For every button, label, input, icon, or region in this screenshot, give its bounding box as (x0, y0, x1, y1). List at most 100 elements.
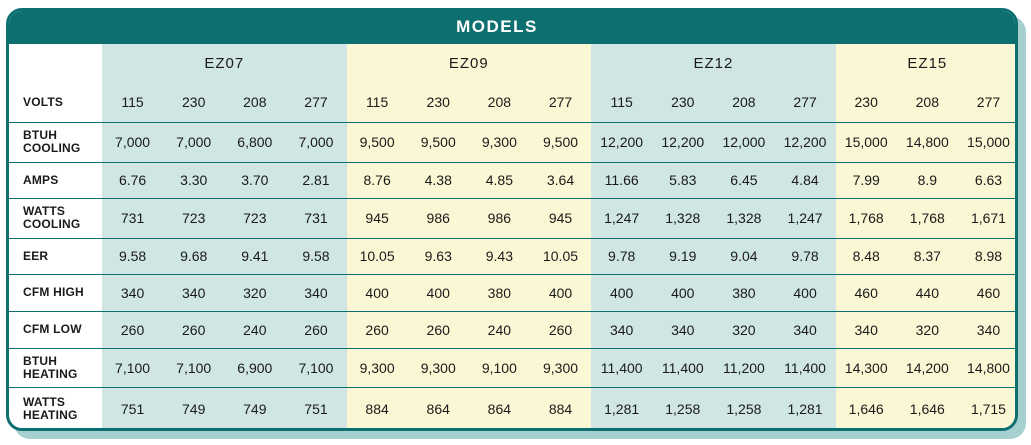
value-cell: 1,247 (591, 198, 653, 239)
volts-cell: 230 (652, 83, 714, 123)
value-cell: 1,281 (591, 387, 653, 428)
value-cell: 11,400 (652, 348, 714, 388)
value-cell: 340 (591, 311, 653, 349)
value-cell: 9.58 (285, 238, 347, 275)
value-cell: 8.37 (896, 238, 958, 275)
value-cell: 4.85 (468, 162, 530, 199)
value-cell: 340 (163, 274, 225, 312)
value-cell: 884 (346, 387, 408, 428)
value-cell: 749 (224, 387, 286, 428)
value-cell: 6,900 (224, 348, 286, 388)
specs-table: EZ07 EZ09 EZ12 EZ15 VOLTS 115 230 208 277 115 230 2… (9, 44, 1015, 431)
value-cell: 751 (102, 387, 164, 428)
value-cell: 9,500 (529, 122, 592, 163)
value-cell: 8.9 (896, 162, 958, 199)
table-row: EER 9.58 9.68 9.41 9.58 10.05 9.63 9.43 10.05 9.7… (9, 238, 1015, 275)
model-header-ez15: EZ15 (907, 55, 948, 72)
value-cell: 986 (407, 198, 469, 239)
value-cell: 945 (346, 198, 408, 239)
value-cell: 4.38 (407, 162, 469, 199)
models-table-card: MODELS EZ07 EZ09 EZ12 EZ15 VOLTS 115 230 208 277… (6, 8, 1018, 431)
value-cell: 7,000 (102, 122, 164, 163)
value-cell: 3.16 (408, 430, 469, 431)
value-cell: 3.70 (224, 162, 286, 199)
model-header-ez07: EZ07 (204, 55, 245, 72)
value-cell: 9.04 (713, 238, 775, 275)
value-cell: 400 (652, 274, 714, 312)
value-cell: 2.61 (591, 430, 652, 431)
value-cell: 12,200 (652, 122, 714, 163)
value-cell: 1,328 (652, 198, 714, 239)
value-cell: 2.77 (285, 430, 346, 431)
value-cell: 11,200 (713, 348, 775, 388)
value-cell: 5.83 (652, 162, 714, 199)
table-row: BTUH HEATING 7,100 7,100 6,900 7,100 9,300 9,30… (9, 348, 1015, 388)
value-cell: 340 (774, 311, 836, 349)
table-row: AMPS 6.76 3.30 3.70 2.81 8.76 4.38 4.85 3.64 11.6… (9, 162, 1015, 199)
table-row: WATTS COOLING 731 723 723 731 945 986 986 945 1,24… (9, 198, 1015, 239)
value-cell: 9.58 (102, 238, 164, 275)
value-cell: 986 (468, 198, 530, 239)
models-banner: MODELS (9, 11, 1015, 44)
row-label: BTUH COOLING (9, 122, 102, 163)
value-cell: 380 (713, 274, 775, 312)
value-cell: 400 (774, 274, 836, 312)
volts-cell: 208 (468, 83, 530, 123)
value-cell: 320 (896, 311, 958, 349)
value-cell: 400 (529, 274, 592, 312)
value-cell: 340 (285, 274, 347, 312)
value-cell: 2.81 (285, 162, 347, 199)
value-cell: 731 (285, 198, 347, 239)
row-label-text: BTUH (23, 353, 58, 368)
row-label-text: CFM HIGH (23, 285, 84, 299)
value-cell: 2.66 (652, 430, 713, 431)
volts-cell: 208 (224, 83, 286, 123)
value-cell: 3.30 (163, 162, 225, 199)
value-cell: 260 (285, 311, 347, 349)
value-cell: 10.05 (529, 238, 592, 275)
row-label-text: AMPS (23, 172, 59, 187)
value-cell: 9,500 (407, 122, 469, 163)
value-cell: 9,500 (346, 122, 408, 163)
value-cell: 9.41 (224, 238, 286, 275)
value-cell: 3.09 (530, 430, 591, 431)
value-cell: 1,646 (896, 387, 958, 428)
value-cell: 9.19 (652, 238, 714, 275)
value-cell: 6.63 (957, 162, 1015, 199)
value-cell: 8.98 (957, 238, 1015, 275)
value-cell: 9.78 (774, 238, 836, 275)
row-label-text: EER (23, 248, 49, 263)
row-label: BTUH HEATING (9, 348, 102, 388)
row-label: CFM LOW (9, 311, 102, 349)
value-cell: 12,200 (591, 122, 653, 163)
value-cell: 400 (346, 274, 408, 312)
row-label: C.O.P. (9, 430, 102, 431)
value-cell: 3.09 (347, 430, 408, 431)
value-cell: 9,300 (468, 122, 530, 163)
value-cell: 9,300 (407, 348, 469, 388)
value-cell: 400 (591, 274, 653, 312)
value-cell: 6.45 (713, 162, 775, 199)
value-cell: 9,300 (346, 348, 408, 388)
row-label-text: HEATING (23, 407, 78, 422)
value-cell: 2.77 (102, 430, 163, 431)
volts-cell: 115 (591, 83, 653, 123)
model-header-row: EZ07 EZ09 EZ12 EZ15 (9, 44, 1015, 83)
value-cell: 9,100 (468, 348, 530, 388)
value-cell: 864 (407, 387, 469, 428)
value-cell: 7,100 (163, 348, 225, 388)
value-cell: 7,100 (102, 348, 164, 388)
value-cell: 2.70 (224, 430, 285, 431)
value-cell: 15,000 (957, 122, 1015, 163)
value-cell: 8.48 (835, 238, 897, 275)
value-cell: 1,671 (957, 198, 1015, 239)
value-cell: 4.84 (774, 162, 836, 199)
value-cell: 1,715 (957, 387, 1015, 428)
value-cell: 11,400 (774, 348, 836, 388)
value-cell: 2.61 (713, 430, 774, 431)
value-cell: 2.78 (163, 430, 224, 431)
value-cell: 400 (407, 274, 469, 312)
value-cell: 6.76 (102, 162, 164, 199)
value-cell: 9.63 (407, 238, 469, 275)
value-cell: 240 (224, 311, 286, 349)
